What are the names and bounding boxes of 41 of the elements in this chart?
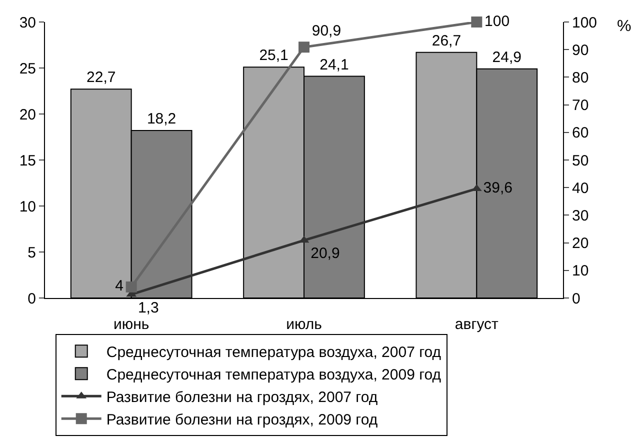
point	[471, 16, 482, 28]
data-label: 4	[115, 278, 124, 295]
y2-tick-label: 90	[572, 42, 589, 59]
data-label: 25,1	[259, 47, 288, 64]
y2-tick-label: 30	[572, 207, 589, 224]
data-label: 39,6	[483, 179, 512, 196]
legend-label: Среднесуточная температура воздуха, 2007 год	[106, 344, 442, 361]
x-tick-label: август	[454, 316, 499, 333]
legend-label: Среднесуточная температура воздуха, 2009 год	[106, 366, 442, 384]
y-tick-label: 20	[19, 106, 36, 124]
data-label: 26,7	[432, 32, 462, 50]
y-tick-label: 5	[28, 244, 36, 262]
legend-label: Развитие болезни на гроздях, 2007 год	[106, 388, 378, 406]
data-label: 24,9	[492, 48, 522, 66]
data-label: 22,7	[86, 69, 116, 86]
point	[126, 281, 137, 292]
data-label: 24,1	[320, 56, 349, 74]
y2-tick-label: 0	[572, 290, 580, 308]
y-tick-label: 30	[19, 14, 36, 32]
y2-tick-label: 70	[572, 97, 589, 114]
y-tick-label: 25	[19, 60, 36, 78]
y2-tick-label: 60	[572, 124, 589, 142]
legend-label: Развитие болезни на гроздях, 2009 год	[106, 411, 378, 428]
y2-tick-label: 10	[572, 262, 589, 280]
y2-tick-label: 100	[572, 14, 598, 32]
y-tick-label: 15	[19, 152, 36, 170]
y-tick-label: 0	[28, 290, 36, 308]
y-tick-label: 10	[19, 198, 36, 216]
data-label: 1,3	[138, 299, 159, 316]
y2-tick-label: 20	[572, 235, 589, 252]
data-label: 18,2	[146, 110, 176, 128]
point	[298, 42, 310, 53]
y2-tick-label: 50	[572, 152, 589, 170]
y2-axis-title: %	[617, 18, 631, 35]
y2-tick-label: 80	[572, 69, 589, 86]
data-label: 100	[484, 12, 510, 30]
x-tick-label: июнь	[113, 316, 150, 333]
data-label: 90,9	[312, 22, 342, 40]
data-label: 20,9	[310, 245, 340, 262]
x-tick-label: июль	[286, 316, 322, 333]
y2-tick-label: 40	[572, 180, 589, 197]
